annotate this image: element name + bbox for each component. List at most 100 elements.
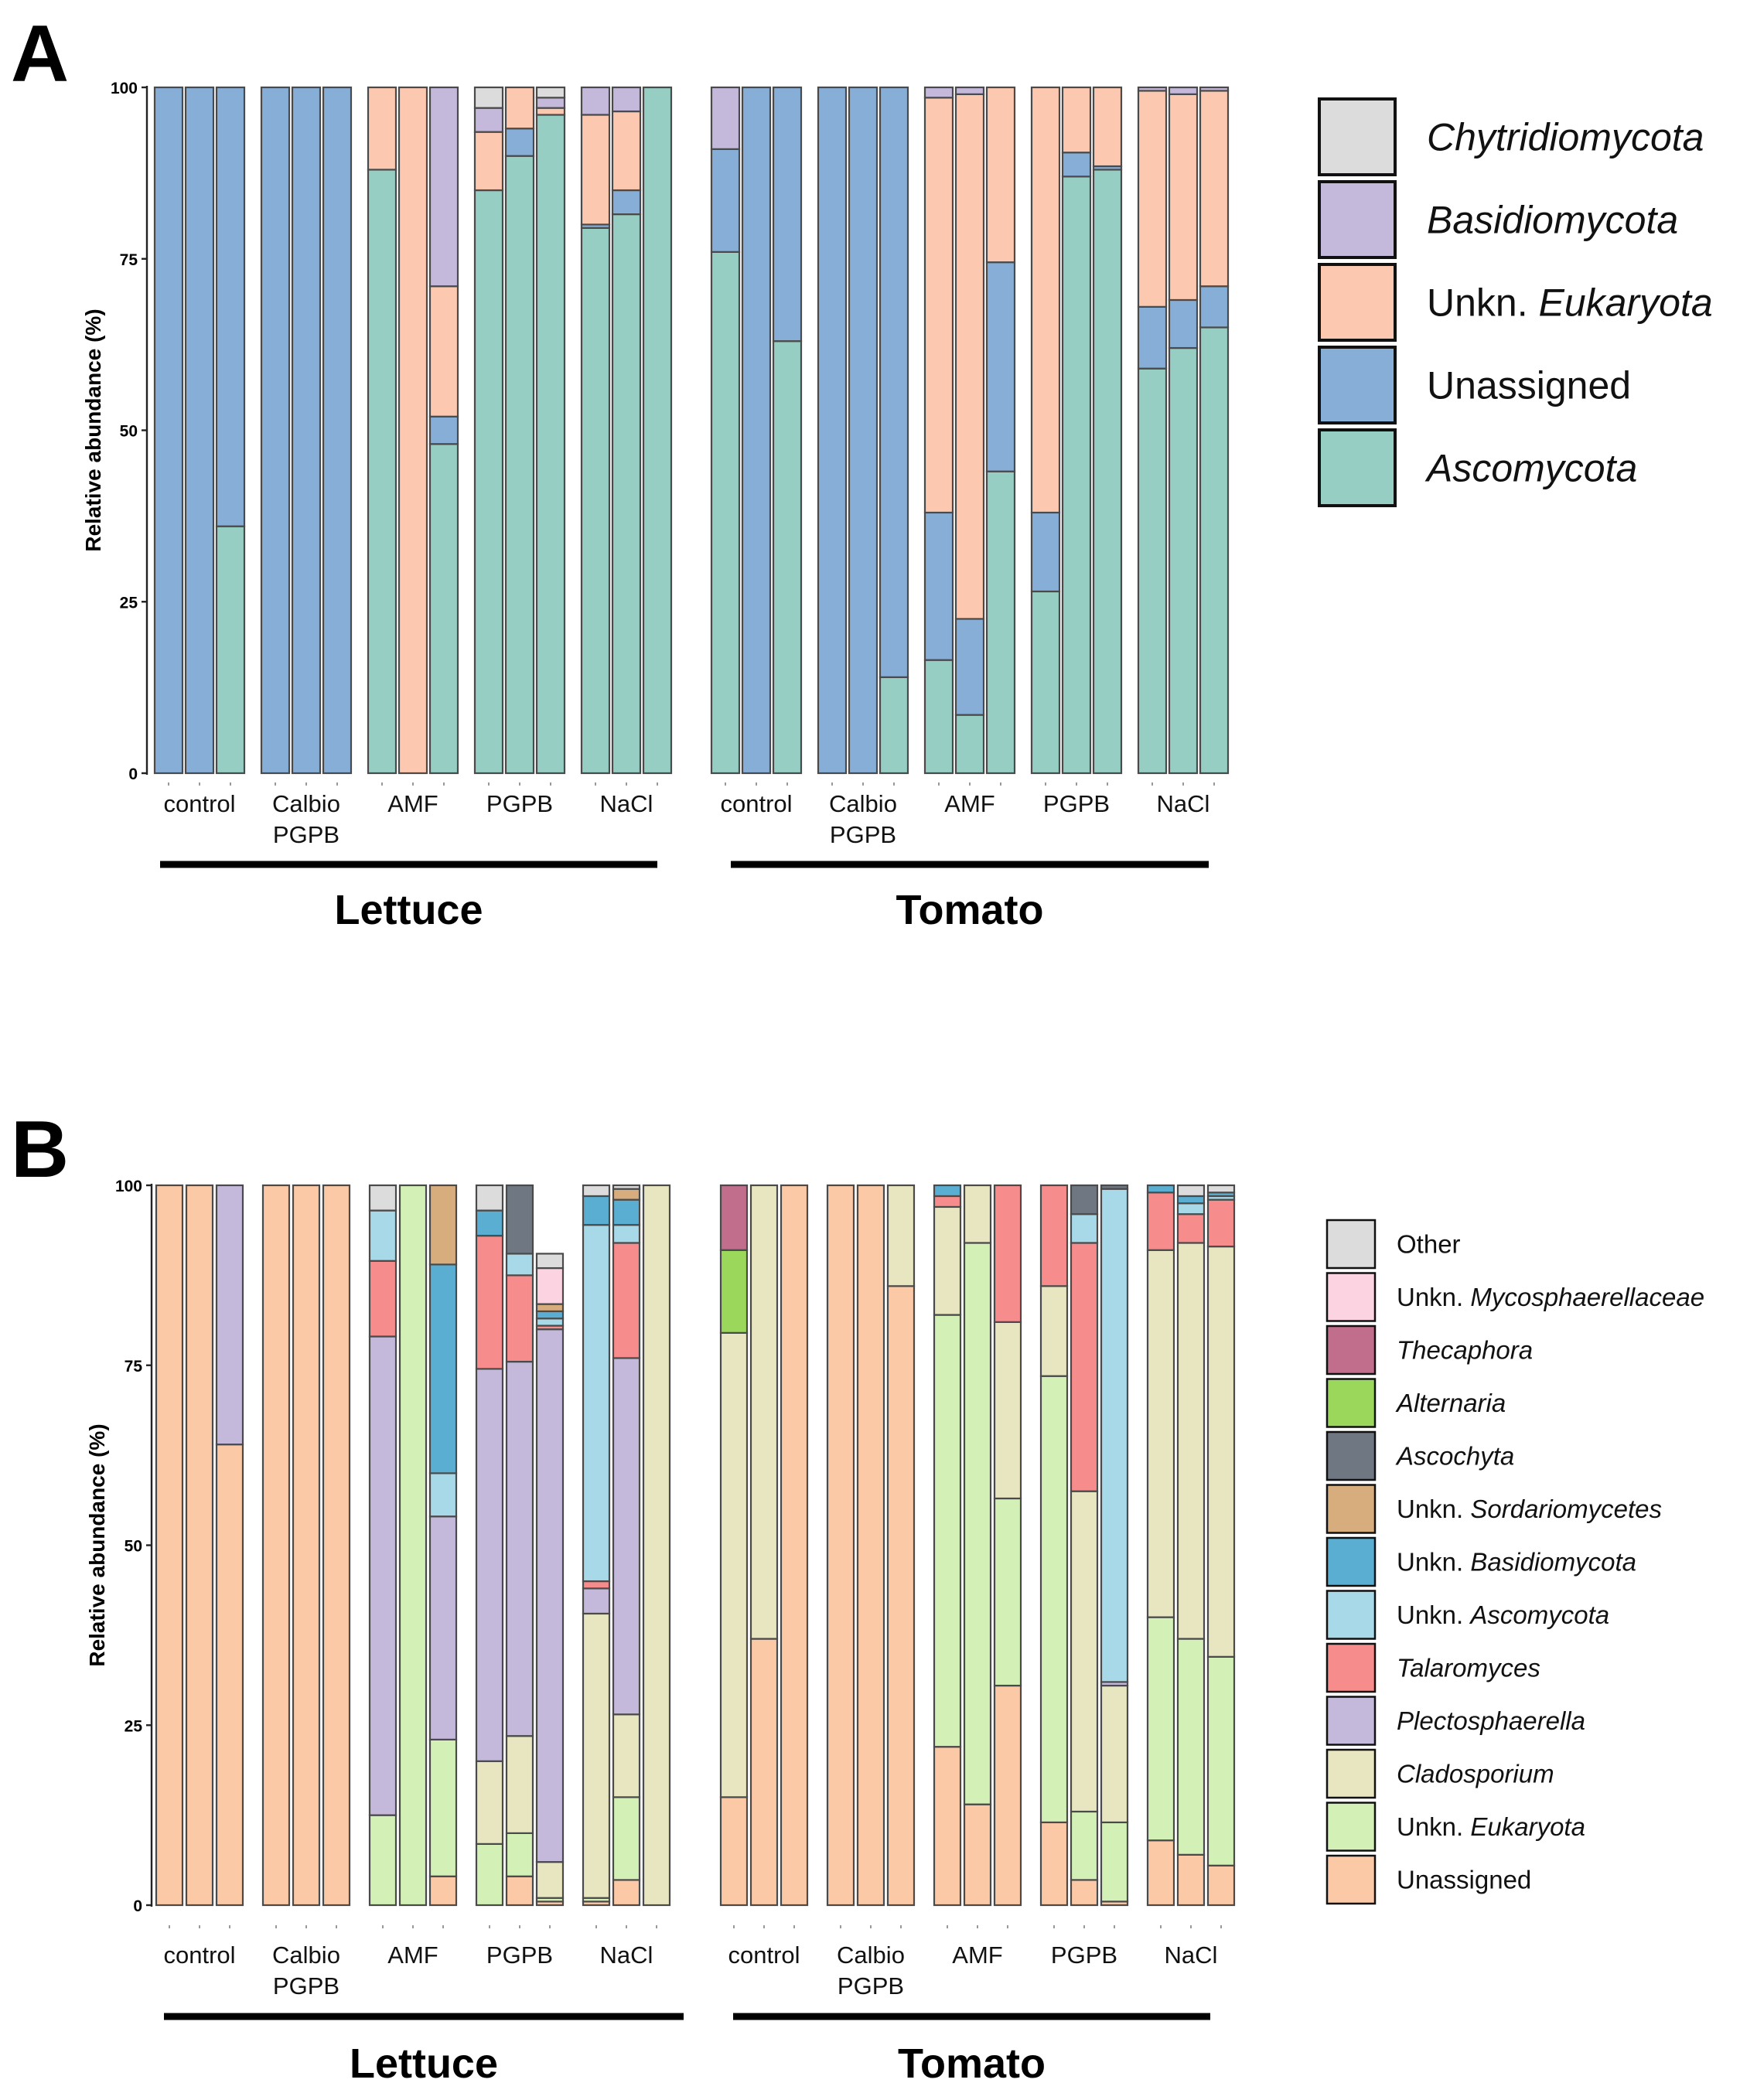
bar-segment: [292, 1184, 321, 1907]
legend-label: Ascochyta: [1395, 1442, 1514, 1471]
bar-stack: [580, 86, 611, 775]
bar-segment: [710, 86, 741, 150]
bar-segment: [475, 1368, 504, 1762]
bar-segment: [1039, 1285, 1069, 1377]
bar-stack: [642, 1184, 671, 1907]
bar-stack: [322, 1184, 351, 1907]
bar-stack: [398, 1184, 428, 1907]
bar-segment: [535, 114, 566, 775]
x-group-label: NaCl: [600, 1941, 653, 1969]
legend-label: Talaromyces: [1397, 1654, 1540, 1682]
bar-stack: [719, 1184, 749, 1907]
bar-segment: [535, 1310, 565, 1320]
bar-segment: [985, 261, 1016, 472]
bar-segment: [428, 1738, 458, 1877]
bar-segment: [428, 1184, 458, 1266]
bar-segment: [535, 107, 566, 116]
bar-segment: [954, 93, 985, 620]
legend-swatch: [1318, 180, 1397, 259]
bar-segment: [612, 1357, 641, 1716]
bar-stack: [1168, 86, 1199, 775]
bar-segment: [826, 1184, 855, 1907]
bar-segment: [963, 1803, 992, 1907]
bar-segment: [368, 1814, 397, 1907]
bar-stack: [954, 86, 985, 775]
bar-segment: [612, 1242, 641, 1359]
bar-segment: [642, 1184, 671, 1907]
bar-segment: [923, 511, 954, 661]
bar-segment: [1176, 1184, 1206, 1198]
bar-segment: [535, 86, 566, 99]
x-group-label: control: [163, 790, 235, 817]
bar-segment: [954, 618, 985, 716]
bar-segment: [428, 1263, 458, 1474]
legend-label: Plectosphaerella: [1397, 1706, 1585, 1735]
bar-segment: [535, 1253, 565, 1270]
bar-segment: [368, 1209, 397, 1262]
y-tick-label: 50: [125, 1538, 142, 1556]
bar-segment: [582, 1580, 611, 1590]
bar-segment: [428, 443, 459, 775]
x-group-label: PGPB: [838, 1972, 904, 1999]
bar-stack: [475, 1184, 504, 1907]
bar-stack: [1100, 1184, 1129, 1907]
bar-segment: [1100, 1821, 1129, 1903]
bar-segment: [923, 97, 954, 514]
bar-stack: [215, 86, 246, 775]
bar-segment: [582, 1587, 611, 1615]
bar-segment: [504, 155, 535, 775]
legend-swatch: [1325, 1272, 1377, 1322]
legend-label: Alternaria: [1395, 1389, 1506, 1417]
bar-stack: [535, 1253, 565, 1907]
bar-segment: [475, 1843, 504, 1907]
bar-segment: [993, 1184, 1022, 1323]
bar-segment: [879, 676, 909, 775]
bar-segment: [1176, 1213, 1206, 1244]
bar-segment: [535, 1318, 565, 1327]
legend-label: Unkn. Eukaryota: [1427, 281, 1713, 325]
bar-segment: [582, 1612, 611, 1899]
bar-segment: [368, 1184, 397, 1212]
y-tick-label: 50: [120, 423, 138, 441]
bar-segment: [749, 1638, 779, 1907]
legend-swatch: [1325, 1484, 1377, 1534]
bar-segment: [368, 1260, 397, 1338]
bar-stack: [749, 1184, 779, 1907]
bar-stack: [826, 1184, 855, 1907]
bar-stack: [879, 86, 909, 775]
bar-segment: [215, 1444, 244, 1907]
x-group-label: Calbio: [837, 1941, 905, 1969]
y-tick-label: 100: [111, 80, 138, 97]
bar-segment: [933, 1195, 962, 1209]
bar-segment: [368, 1335, 397, 1816]
legend-label: Other: [1397, 1230, 1461, 1259]
x-group-label: AMF: [952, 1941, 1002, 1969]
crop-label-lettuce: Lettuce: [334, 887, 483, 933]
bar-segment: [1100, 1188, 1129, 1683]
bar-segment: [580, 114, 611, 226]
bar-segment: [612, 1796, 641, 1881]
bar-segment: [428, 1515, 458, 1740]
x-group-label: NaCl: [600, 790, 653, 817]
bar-segment: [428, 285, 459, 418]
bar-stack: [505, 1184, 534, 1907]
bar-segment: [963, 1184, 992, 1244]
bar-segment: [611, 110, 642, 192]
bar-stack: [291, 86, 322, 775]
bar-stack: [397, 86, 428, 775]
bar-segment: [1206, 1184, 1236, 1194]
x-group-label: control: [163, 1941, 235, 1969]
bar-stack: [292, 1184, 321, 1907]
bar-segment: [1030, 590, 1061, 775]
x-group-label: Calbio: [272, 1941, 340, 1969]
x-group-label: PGPB: [830, 821, 896, 848]
bar-segment: [780, 1184, 809, 1907]
legend-swatch: [1325, 1854, 1377, 1905]
bar-segment: [1199, 285, 1230, 329]
x-group-label: PGPB: [1043, 790, 1110, 817]
bar-segment: [1199, 86, 1230, 92]
legend-label: Basidiomycota: [1427, 199, 1678, 242]
bar-stack: [642, 86, 673, 775]
legend-swatch: [1325, 1696, 1377, 1746]
